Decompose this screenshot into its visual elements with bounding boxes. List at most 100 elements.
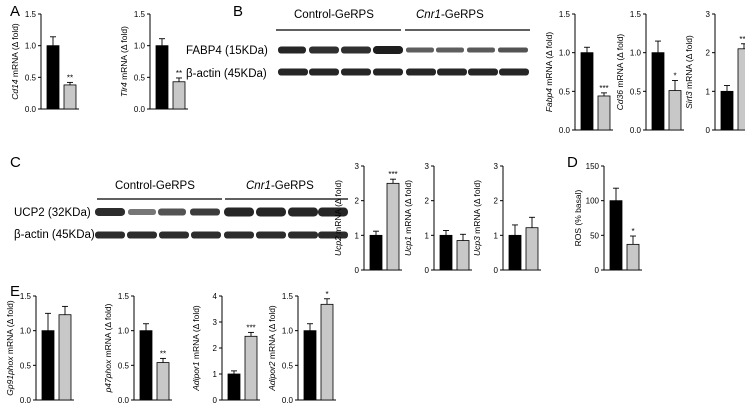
blot-c-row2-band-2 <box>127 231 157 239</box>
blot-c-bands <box>95 207 348 239</box>
significance-marker: *** <box>739 35 745 44</box>
y-tick-label: 3 <box>494 162 499 171</box>
y-tick-label: 0 <box>706 126 711 135</box>
significance-marker: ** <box>176 69 182 78</box>
y-axis-label: Cd36 mRNA (Δ fold) <box>615 34 625 111</box>
blot-b-row2-band-4 <box>373 68 403 76</box>
y-axis-label: Sirt3 mRNA (Δ fold) <box>684 35 694 109</box>
y-tick-label: 1.0 <box>118 327 130 336</box>
chart-cd14: 0.0 0.5 1.0 1.5 Cd14 mRNA (Δ fold) ** <box>10 10 79 114</box>
y-axis-label: Fabp4 mRNA (Δ fold) <box>544 32 554 112</box>
blot-b-row-label-actin: β-actin (45KDa) <box>186 68 267 80</box>
blot-b-row2-band-2 <box>309 68 339 76</box>
y-axis-label: Ucp3 mRNA (Δ fold) <box>472 180 482 256</box>
bar-treated <box>386 182 400 271</box>
y-tick-label: 1 <box>425 231 430 240</box>
y-tick-label: 2 <box>355 197 360 206</box>
y-tick-label: 1.0 <box>20 327 32 336</box>
y-tick-label: 1.0 <box>282 327 294 336</box>
blot-c-row1-band-6 <box>256 207 286 217</box>
blot-b-row2-band-8 <box>499 68 529 76</box>
blot-c-row2-band-7 <box>288 231 318 239</box>
y-tick-label: 1 <box>494 231 499 240</box>
bar-treated <box>456 240 470 271</box>
blot-b-row2-band-1 <box>278 68 308 76</box>
panel-letter-d: D <box>567 154 578 171</box>
panel-letter-b: B <box>233 3 243 20</box>
y-axis-label: Adipor1 mRNA (Δ fold) <box>191 305 201 392</box>
bar-control <box>651 52 665 131</box>
bar-control <box>227 373 241 401</box>
y-tick-label: 0.5 <box>118 361 130 370</box>
western-blot-b: Control-GeRPS Cnr1-GeRPS FABP4 (15KDa) β… <box>186 9 530 80</box>
y-tick-label: 1.5 <box>630 10 642 19</box>
panel-letter-c: C <box>10 154 21 171</box>
bar-treated <box>597 95 611 131</box>
blot-b-row2-band-3 <box>341 68 371 76</box>
blot-b-row1-band-3 <box>341 46 371 54</box>
chart-adipor1: 0 1 2 3 4 Adipor1 mRNA (Δ fold) *** <box>191 292 260 405</box>
bar-control <box>439 234 453 271</box>
y-tick-label: 1.0 <box>630 49 642 58</box>
y-tick-label: 2 <box>706 49 711 58</box>
blot-b-row1-band-5 <box>406 47 434 53</box>
blot-c-row1-band-1 <box>95 208 125 216</box>
significance-marker: *** <box>599 84 608 93</box>
y-tick-label: 3 <box>706 10 711 19</box>
y-tick-label: 1.5 <box>282 292 294 301</box>
blot-c-row2-band-4 <box>191 231 221 239</box>
blot-c-row1-band-3 <box>158 208 186 216</box>
y-tick-label: 1.0 <box>134 42 146 51</box>
blot-b-group-cnr1: Cnr1-GeRPS <box>416 9 484 21</box>
chart-sirt3: 0 1 2 3 Sirt3 mRNA (Δ fold) *** <box>684 10 745 135</box>
blot-c-row2-band-8 <box>318 231 348 239</box>
y-axis-label: ROS (% basal) <box>573 189 583 246</box>
bar-control <box>139 330 153 401</box>
bar-control <box>609 200 623 271</box>
blot-c-group-cnr1: Cnr1-GeRPS <box>246 180 314 192</box>
chart-ros-basal-: 0 50 100 150 ROS (% basal) * <box>573 162 642 275</box>
blot-c-row2-band-3 <box>159 231 189 239</box>
blot-b-group-control: Control-GeRPS <box>294 9 374 21</box>
y-tick-label: 0.0 <box>630 126 642 135</box>
chart-cd36: 0.0 0.5 1.0 1.5 Cd36 mRNA (Δ fold) * <box>615 10 684 135</box>
bar-control <box>41 330 55 401</box>
y-tick-label: 2 <box>494 197 499 206</box>
y-tick-label: 0 <box>595 266 600 275</box>
y-tick-label: 0 <box>425 266 430 275</box>
y-tick-label: 4 <box>213 292 218 301</box>
y-tick-label: 3 <box>425 162 430 171</box>
y-tick-label: 0 <box>355 266 360 275</box>
blot-c-row1-band-4 <box>190 208 220 216</box>
y-tick-label: 150 <box>586 162 600 171</box>
significance-marker: * <box>325 290 328 299</box>
y-axis-label: p47phox mRNA (Δ fold) <box>103 303 113 393</box>
y-axis-label: Cd14 mRNA (Δ fold) <box>10 23 20 100</box>
bar-control <box>369 234 383 271</box>
bar-treated <box>58 314 72 401</box>
panel-letter-a: A <box>10 3 20 20</box>
chart-gp91phox: 0.0 0.5 1.0 1.5 Gp91phox mRNA (Δ fold) <box>5 292 74 405</box>
y-tick-label: 3 <box>213 318 218 327</box>
blot-c-row1-band-2 <box>128 209 156 215</box>
y-tick-label: 0.5 <box>20 361 32 370</box>
blot-b-row2-band-7 <box>468 68 498 76</box>
blot-c-group-control: Control-GeRPS <box>115 180 195 192</box>
blot-b-row2-band-6 <box>437 68 467 76</box>
y-tick-label: 0.0 <box>282 396 294 405</box>
bar-control <box>508 234 522 271</box>
chart-fabp4: 0.0 0.5 1.0 1.5 Fabp4 mRNA (Δ fold) *** <box>544 10 613 135</box>
y-tick-label: 1.0 <box>559 49 571 58</box>
y-tick-label: 100 <box>586 197 600 206</box>
blot-b-row1-band-4 <box>373 46 403 54</box>
significance-marker: *** <box>388 170 397 179</box>
y-tick-label: 1.5 <box>118 292 130 301</box>
chart-tlr4: 0.0 0.5 1.0 1.5 Tlr4 mRNA (Δ fold) ** <box>119 10 188 114</box>
significance-marker: * <box>631 227 634 236</box>
y-tick-label: 50 <box>590 231 599 240</box>
blot-b-bands <box>278 46 529 76</box>
blot-c-row1-band-7 <box>288 207 318 217</box>
blot-b-row1-band-6 <box>436 47 464 53</box>
